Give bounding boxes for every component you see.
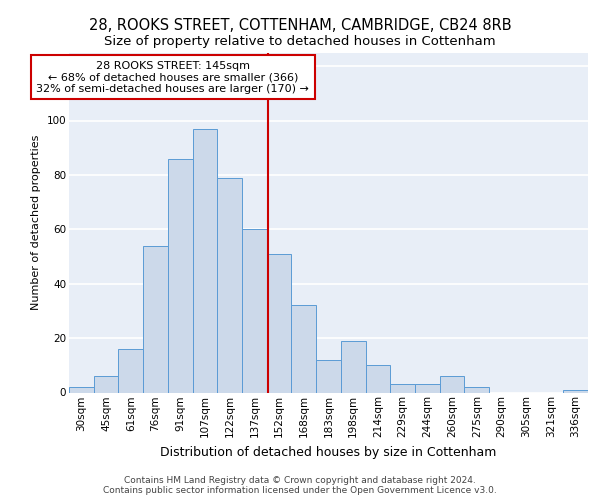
Text: Contains HM Land Registry data © Crown copyright and database right 2024.: Contains HM Land Registry data © Crown c… (124, 476, 476, 485)
X-axis label: Distribution of detached houses by size in Cottenham: Distribution of detached houses by size … (160, 446, 497, 458)
Bar (69, 387, 94, 392)
Bar (217, 178, 242, 392)
Bar (118, 349, 143, 393)
Bar (292, 306, 316, 392)
Bar (341, 341, 365, 392)
Bar (242, 230, 267, 392)
Bar (464, 387, 489, 392)
Bar (316, 360, 341, 392)
Y-axis label: Number of detached properties: Number of detached properties (31, 135, 41, 310)
Bar (193, 128, 217, 392)
Bar (563, 390, 588, 392)
Bar (440, 376, 464, 392)
Text: 28 ROOKS STREET: 145sqm
← 68% of detached houses are smaller (366)
32% of semi-d: 28 ROOKS STREET: 145sqm ← 68% of detache… (37, 60, 309, 94)
Bar (267, 254, 292, 392)
Bar (390, 384, 415, 392)
Bar (94, 376, 118, 392)
Text: Size of property relative to detached houses in Cottenham: Size of property relative to detached ho… (104, 35, 496, 48)
Bar (415, 384, 440, 392)
Bar (143, 246, 168, 392)
Bar (365, 366, 390, 392)
Text: Contains public sector information licensed under the Open Government Licence v3: Contains public sector information licen… (103, 486, 497, 495)
Text: 28, ROOKS STREET, COTTENHAM, CAMBRIDGE, CB24 8RB: 28, ROOKS STREET, COTTENHAM, CAMBRIDGE, … (89, 18, 511, 32)
Bar (168, 158, 193, 392)
